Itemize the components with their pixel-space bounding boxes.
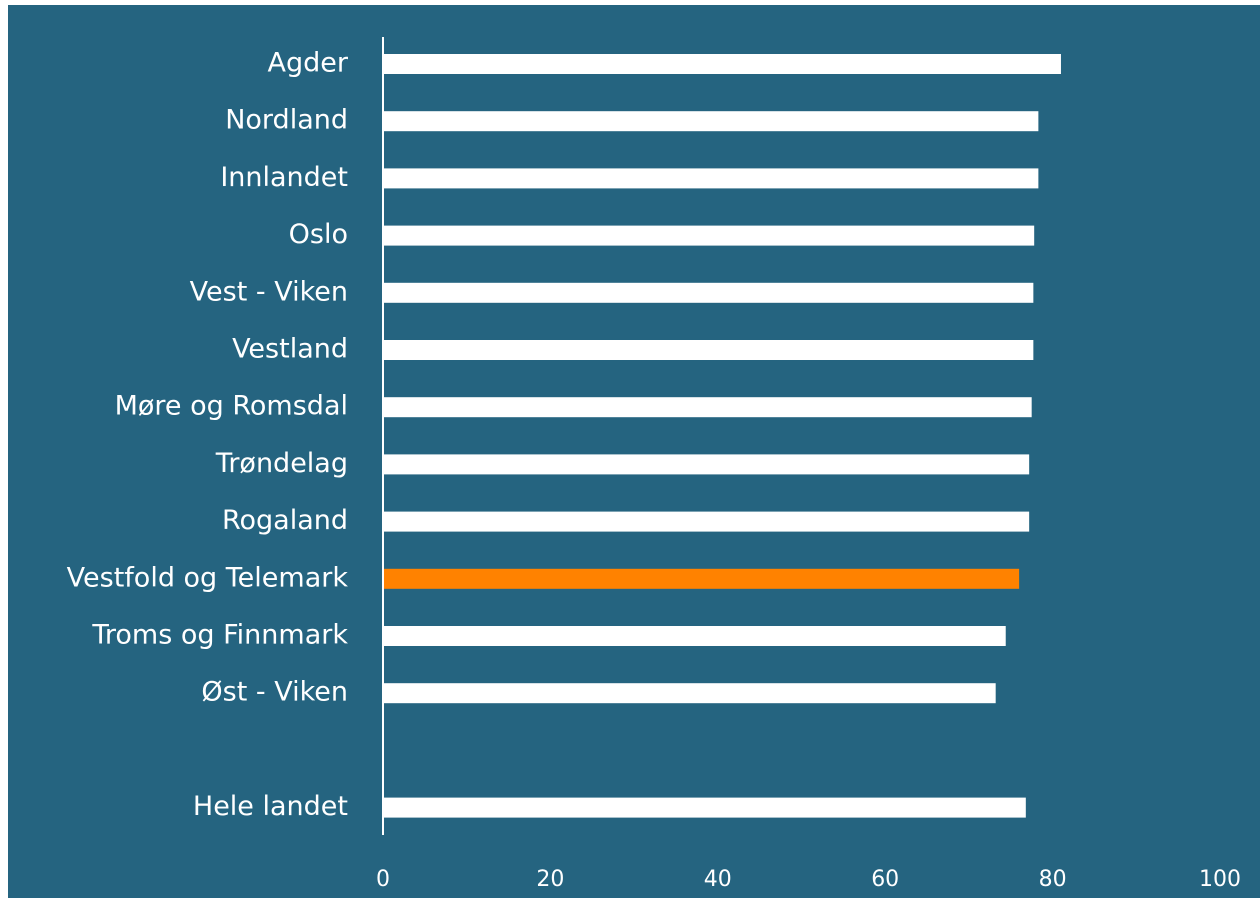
bar <box>383 454 1030 475</box>
bar <box>383 111 1039 132</box>
bar <box>383 282 1034 303</box>
bar <box>383 568 1020 589</box>
bar <box>383 683 996 704</box>
y-tick-label: Hele landet <box>193 791 348 822</box>
bar <box>383 797 1026 818</box>
y-tick-label: Trøndelag <box>215 448 348 479</box>
bar <box>383 225 1035 246</box>
y-tick-label: Vestfold og Telemark <box>67 562 349 593</box>
x-tick-label: 60 <box>871 867 899 892</box>
bar <box>383 54 1061 74</box>
x-tick-label: 80 <box>1039 867 1067 892</box>
y-tick-label: Vestland <box>232 334 348 365</box>
chart-background <box>8 5 1260 898</box>
y-tick-label: Rogaland <box>222 505 348 536</box>
x-tick-label: 20 <box>536 867 564 892</box>
y-tick-label: Oslo <box>289 219 348 250</box>
bar <box>383 511 1030 532</box>
y-tick-label: Øst - Viken <box>201 677 348 708</box>
y-tick-label: Vest - Viken <box>190 276 348 307</box>
x-tick-label: 100 <box>1199 867 1241 892</box>
bar <box>383 168 1039 189</box>
x-tick-label: 0 <box>376 867 390 892</box>
x-tick-label: 40 <box>704 867 732 892</box>
y-tick-label: Innlandet <box>220 162 348 193</box>
bar <box>383 340 1034 360</box>
y-tick-label: Troms og Finnmark <box>91 620 348 651</box>
bar <box>383 626 1006 646</box>
y-tick-label: Agder <box>268 48 349 79</box>
bar <box>383 397 1032 418</box>
y-tick-label: Nordland <box>225 105 348 136</box>
y-tick-label: Møre og Romsdal <box>115 391 348 422</box>
